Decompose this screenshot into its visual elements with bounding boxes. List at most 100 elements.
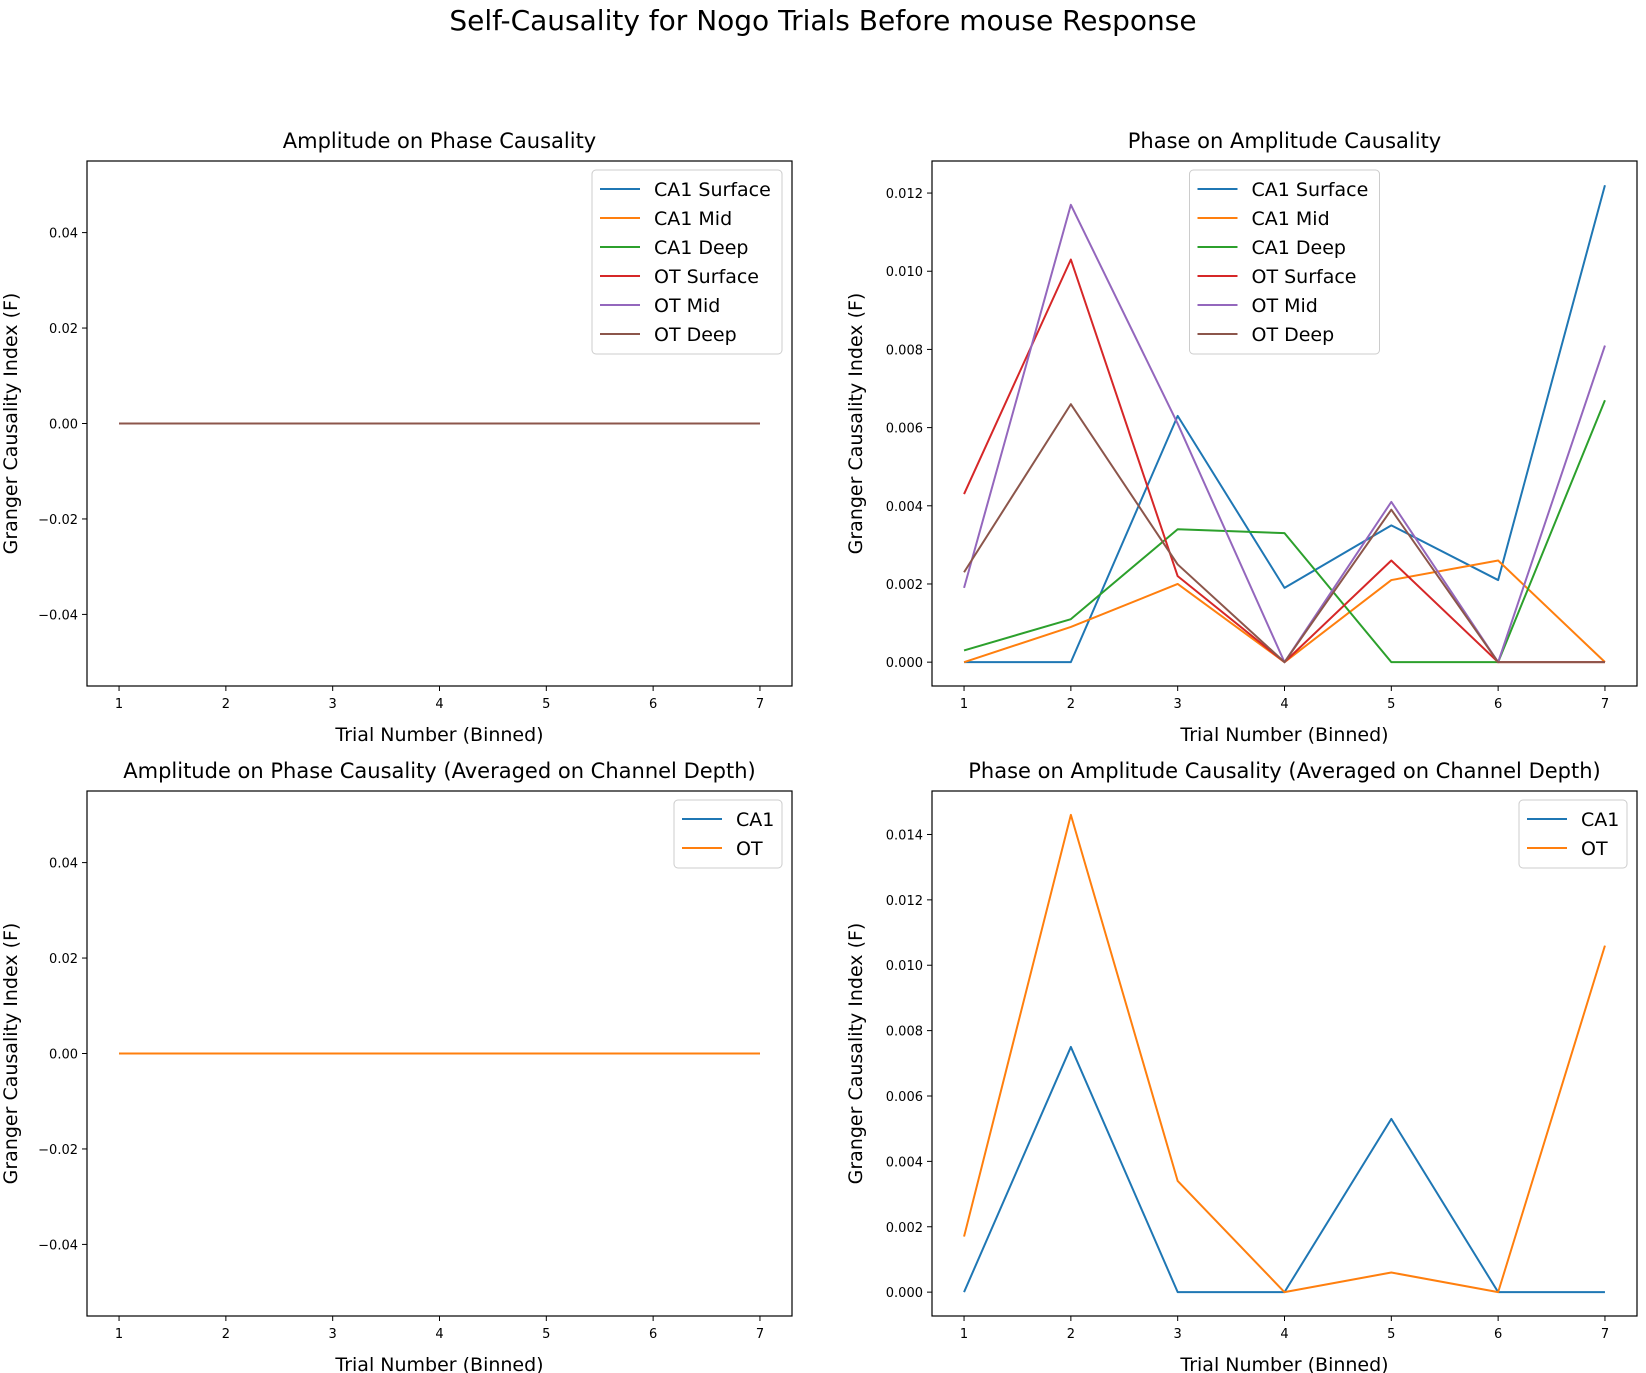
legend: CA1 Surface CA1 Mid CA1 Deep OT Surface OT M… xyxy=(1189,169,1380,355)
y-tick-label: 0.002 xyxy=(886,578,923,593)
y-tick-label: −0.04 xyxy=(38,608,78,623)
legend-label: OT Deep xyxy=(1252,324,1335,346)
legend: CA1 Surface CA1 Mid CA1 Deep OT Surface OT M… xyxy=(591,169,783,355)
x-axis-label: Trial Number (Binned) xyxy=(1179,1354,1388,1373)
x-tick-label: 2 xyxy=(222,697,230,712)
y-tick-label: 0.010 xyxy=(886,959,923,974)
x-tick-label: 4 xyxy=(1280,1327,1288,1342)
legend-label: OT Mid xyxy=(1252,295,1318,317)
x-axis-label: Trial Number (Binned) xyxy=(1179,724,1388,746)
x-tick-label: 1 xyxy=(115,1327,123,1342)
chart-title: Phase on Amplitude Causality xyxy=(1128,129,1441,153)
y-tick-label: 0.004 xyxy=(886,500,923,515)
y-tick-label: −0.02 xyxy=(38,513,78,528)
legend-label: CA1 Mid xyxy=(654,208,732,230)
y-tick-label: 0.006 xyxy=(886,422,923,437)
chart-title: Amplitude on Phase Causality xyxy=(283,129,596,153)
y-tick-label: 0.002 xyxy=(886,1221,923,1236)
y-tick-label: 0.008 xyxy=(886,343,923,358)
chart-panel-2: Phase on Amplitude Causality 1 2 3 4 5 6 7 0.000… xyxy=(845,129,1638,746)
y-tick-label: 0.000 xyxy=(886,656,923,671)
figure-title: Self-Causality for Nogo Trials Before mo… xyxy=(449,4,1197,37)
y-tick-label: 0.012 xyxy=(886,894,923,909)
x-tick-label: 6 xyxy=(649,697,657,712)
x-tick-label: 5 xyxy=(542,1327,550,1342)
legend-label: CA1 Surface xyxy=(654,179,771,201)
legend-label: OT xyxy=(1581,838,1608,860)
y-tick-label: 0.012 xyxy=(886,187,923,202)
x-tick-label: 4 xyxy=(1280,697,1288,712)
x-tick-label: 7 xyxy=(756,697,764,712)
y-tick-label: 0.04 xyxy=(49,227,78,242)
series-group xyxy=(963,813,1606,1294)
legend-label: CA1 Deep xyxy=(654,237,748,259)
x-tick-label: 1 xyxy=(115,697,123,712)
y-tick-label: 0.004 xyxy=(886,1155,923,1170)
chart-panel-4: Phase on Amplitude Causality (Averaged o… xyxy=(845,759,1638,1373)
x-tick-label: 4 xyxy=(435,697,443,712)
x-tick-label: 3 xyxy=(329,1327,337,1342)
y-tick-label: 0.000 xyxy=(886,1286,923,1301)
y-tick-label: 0.008 xyxy=(886,1025,923,1040)
x-axis-label: Trial Number (Binned) xyxy=(334,724,543,746)
y-tick-label: 0.04 xyxy=(49,857,78,872)
y-axis-label: Granger Causality Index (F) xyxy=(845,293,867,555)
chart-panel-3: Amplitude on Phase Causality (Averaged o… xyxy=(0,759,793,1373)
series-line xyxy=(963,813,1606,1294)
legend-label: CA1 xyxy=(736,809,774,831)
y-tick-label: −0.02 xyxy=(38,1143,78,1158)
axes-frame xyxy=(931,790,1638,1317)
y-tick-label: 0.02 xyxy=(49,322,78,337)
legend-label: CA1 Surface xyxy=(1252,179,1369,201)
y-tick-label: −0.04 xyxy=(38,1238,78,1253)
legend-box xyxy=(1189,169,1380,355)
x-tick-label: 6 xyxy=(649,1327,657,1342)
x-tick-label: 6 xyxy=(1494,1327,1502,1342)
chart-panel-1: Amplitude on Phase Causality 1 2 3 4 5 6 7 −0.04… xyxy=(0,129,793,746)
legend-box xyxy=(673,799,783,869)
series-line xyxy=(963,399,1606,664)
legend-label: CA1 Deep xyxy=(1252,237,1346,259)
legend-label: OT Surface xyxy=(1252,266,1357,288)
y-tick-label: 0.014 xyxy=(886,828,923,843)
y-axis-label: Granger Causality Index (F) xyxy=(845,923,867,1185)
legend-label: OT Mid xyxy=(654,295,720,317)
y-tick-label: 0.00 xyxy=(49,1048,78,1063)
series-line xyxy=(963,559,1606,664)
y-tick-label: 0.010 xyxy=(886,265,923,280)
legend-box xyxy=(591,169,783,355)
x-tick-label: 3 xyxy=(1174,697,1182,712)
series-group xyxy=(963,184,1606,664)
x-tick-label: 5 xyxy=(1387,1327,1395,1342)
legend-label: OT Deep xyxy=(654,324,737,346)
x-tick-label: 7 xyxy=(1601,1327,1609,1342)
legend: CA1 OT xyxy=(673,799,783,869)
x-tick-label: 2 xyxy=(1067,697,1075,712)
legend-label: OT xyxy=(736,838,763,860)
x-tick-label: 5 xyxy=(542,697,550,712)
y-axis-label: Granger Causality Index (F) xyxy=(0,923,22,1185)
series-line xyxy=(963,403,1605,664)
x-tick-label: 3 xyxy=(329,697,337,712)
x-tick-label: 2 xyxy=(222,1327,230,1342)
x-tick-label: 1 xyxy=(960,697,968,712)
x-tick-label: 3 xyxy=(1174,1327,1182,1342)
x-tick-label: 4 xyxy=(435,1327,443,1342)
x-tick-label: 7 xyxy=(1601,697,1609,712)
chart-title: Amplitude on Phase Causality (Averaged o… xyxy=(123,759,755,783)
y-tick-label: 0.00 xyxy=(49,418,78,433)
x-tick-label: 1 xyxy=(960,1327,968,1342)
y-tick-label: 0.02 xyxy=(49,952,78,967)
x-axis-label: Trial Number (Binned) xyxy=(334,1354,543,1373)
chart-title: Phase on Amplitude Causality (Averaged o… xyxy=(968,759,1600,783)
legend-label: CA1 Mid xyxy=(1252,208,1330,230)
legend-label: OT Surface xyxy=(654,266,759,288)
legend-box xyxy=(1518,799,1628,869)
x-tick-label: 5 xyxy=(1387,697,1395,712)
y-tick-label: 0.006 xyxy=(886,1090,923,1105)
y-axis-label: Granger Causality Index (F) xyxy=(0,293,22,555)
x-tick-label: 7 xyxy=(756,1327,764,1342)
legend-label: CA1 xyxy=(1581,809,1619,831)
